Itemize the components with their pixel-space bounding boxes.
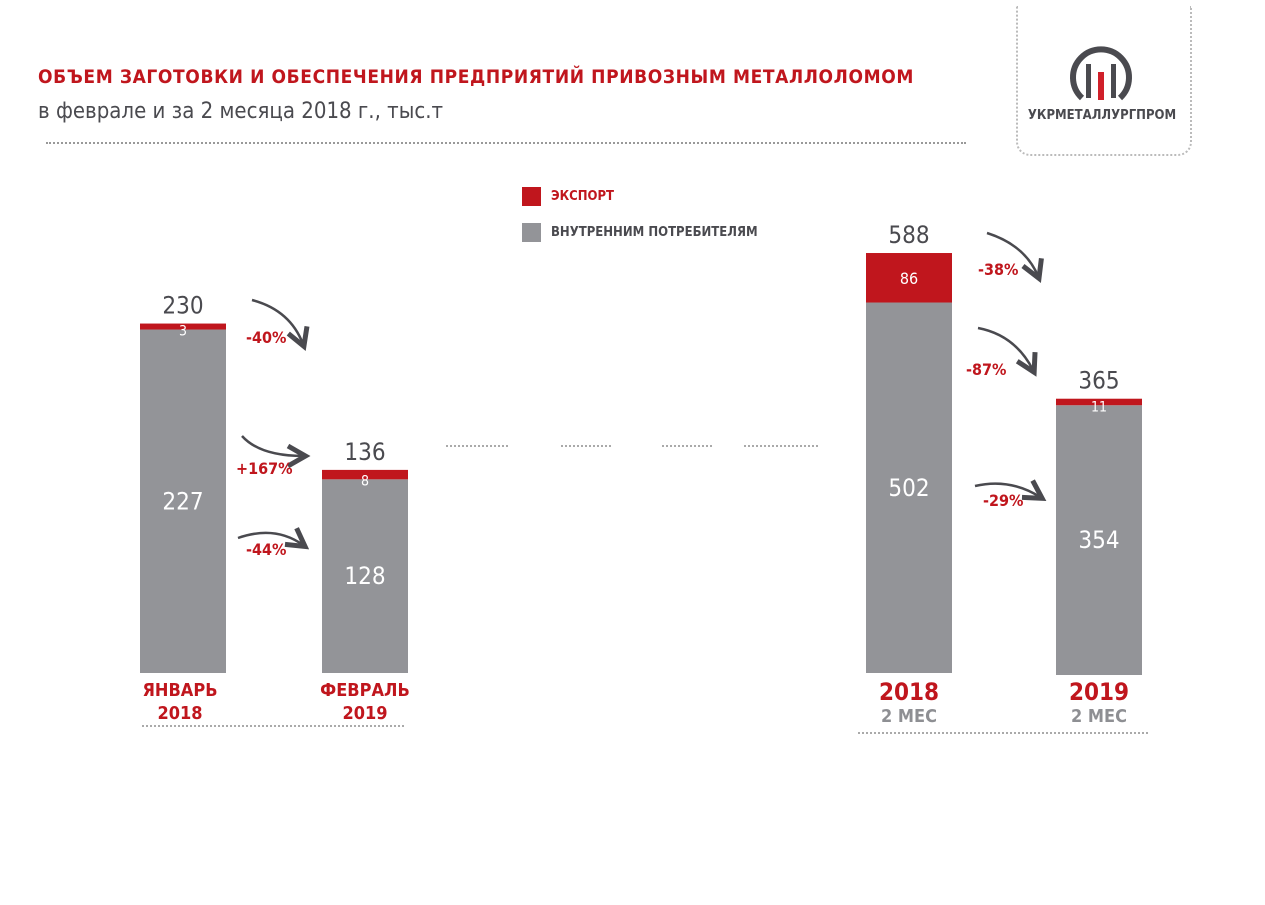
bar-export [1056, 398, 1142, 406]
bar-domestic [866, 302, 952, 673]
change-period-domestic: -29% [983, 491, 1024, 510]
label-total: 230 [162, 292, 203, 320]
arrow-monthly-domestic [237, 533, 303, 545]
legend-label-domestic: ВНУТРЕННИМ ПОТРЕБИТЕЛЯМ [551, 225, 758, 240]
logo-text: УКРМЕТАЛЛУРГПРОМ [1027, 108, 1177, 123]
legend-label-export: ЭКСПОРТ [551, 189, 615, 204]
logo-frame [1016, 6, 1192, 156]
label-export: 86 [900, 269, 918, 288]
title-divider [46, 142, 966, 144]
change-monthly-export: +167% [236, 459, 293, 478]
legend-swatch-export [522, 187, 541, 206]
change-period-export: -87% [966, 360, 1007, 379]
arrow-monthly-total [251, 298, 303, 344]
x-label: 2019 [1068, 678, 1130, 706]
arrow-period-export [977, 326, 1033, 370]
arrow-period-total [986, 231, 1038, 276]
x-sublabel: 2018 [157, 703, 203, 724]
label-total: 136 [344, 438, 385, 466]
separators [142, 445, 1150, 734]
arrow-period-domestic [974, 484, 1040, 497]
x-label: ФЕВРАЛЬ [320, 680, 410, 701]
logo-icon [1070, 46, 1132, 101]
chart-subtitle: в феврале и за 2 месяца 2018 г., тыс.т [38, 99, 444, 124]
arrow-monthly-export [241, 435, 303, 456]
x-sublabel: 2 МЕС [1071, 706, 1127, 727]
label-total: 588 [888, 221, 929, 249]
label-domestic: 227 [162, 487, 203, 515]
bar-export [140, 323, 226, 330]
x-label: ЯНВАРЬ [142, 680, 218, 701]
bar-domestic [322, 479, 408, 673]
change-monthly-domestic: -44% [246, 540, 287, 559]
change-period-total: -38% [978, 260, 1019, 279]
x-sublabel: 2 МЕС [881, 706, 937, 727]
x-sublabel: 2019 [342, 703, 388, 724]
label-export: 3 [179, 324, 187, 340]
x-label: 2018 [878, 678, 940, 706]
change-monthly-total: -40% [246, 328, 287, 347]
label-domestic: 502 [888, 474, 929, 502]
label-total: 365 [1078, 367, 1119, 395]
legend-swatch-domestic [522, 223, 541, 242]
label-export: 8 [361, 473, 369, 489]
arrows [237, 231, 1040, 545]
bar-export [866, 253, 952, 303]
bar-domestic [1056, 405, 1142, 675]
bar-export [322, 469, 408, 480]
bar-domestic [140, 329, 226, 673]
chart-title: ОБЪЕМ ЗАГОТОВКИ И ОБЕСПЕЧЕНИЯ ПРЕДПРИЯТИ… [38, 66, 914, 88]
label-domestic: 354 [1078, 526, 1119, 554]
label-domestic: 128 [344, 562, 385, 590]
label-export: 11 [1091, 399, 1107, 415]
